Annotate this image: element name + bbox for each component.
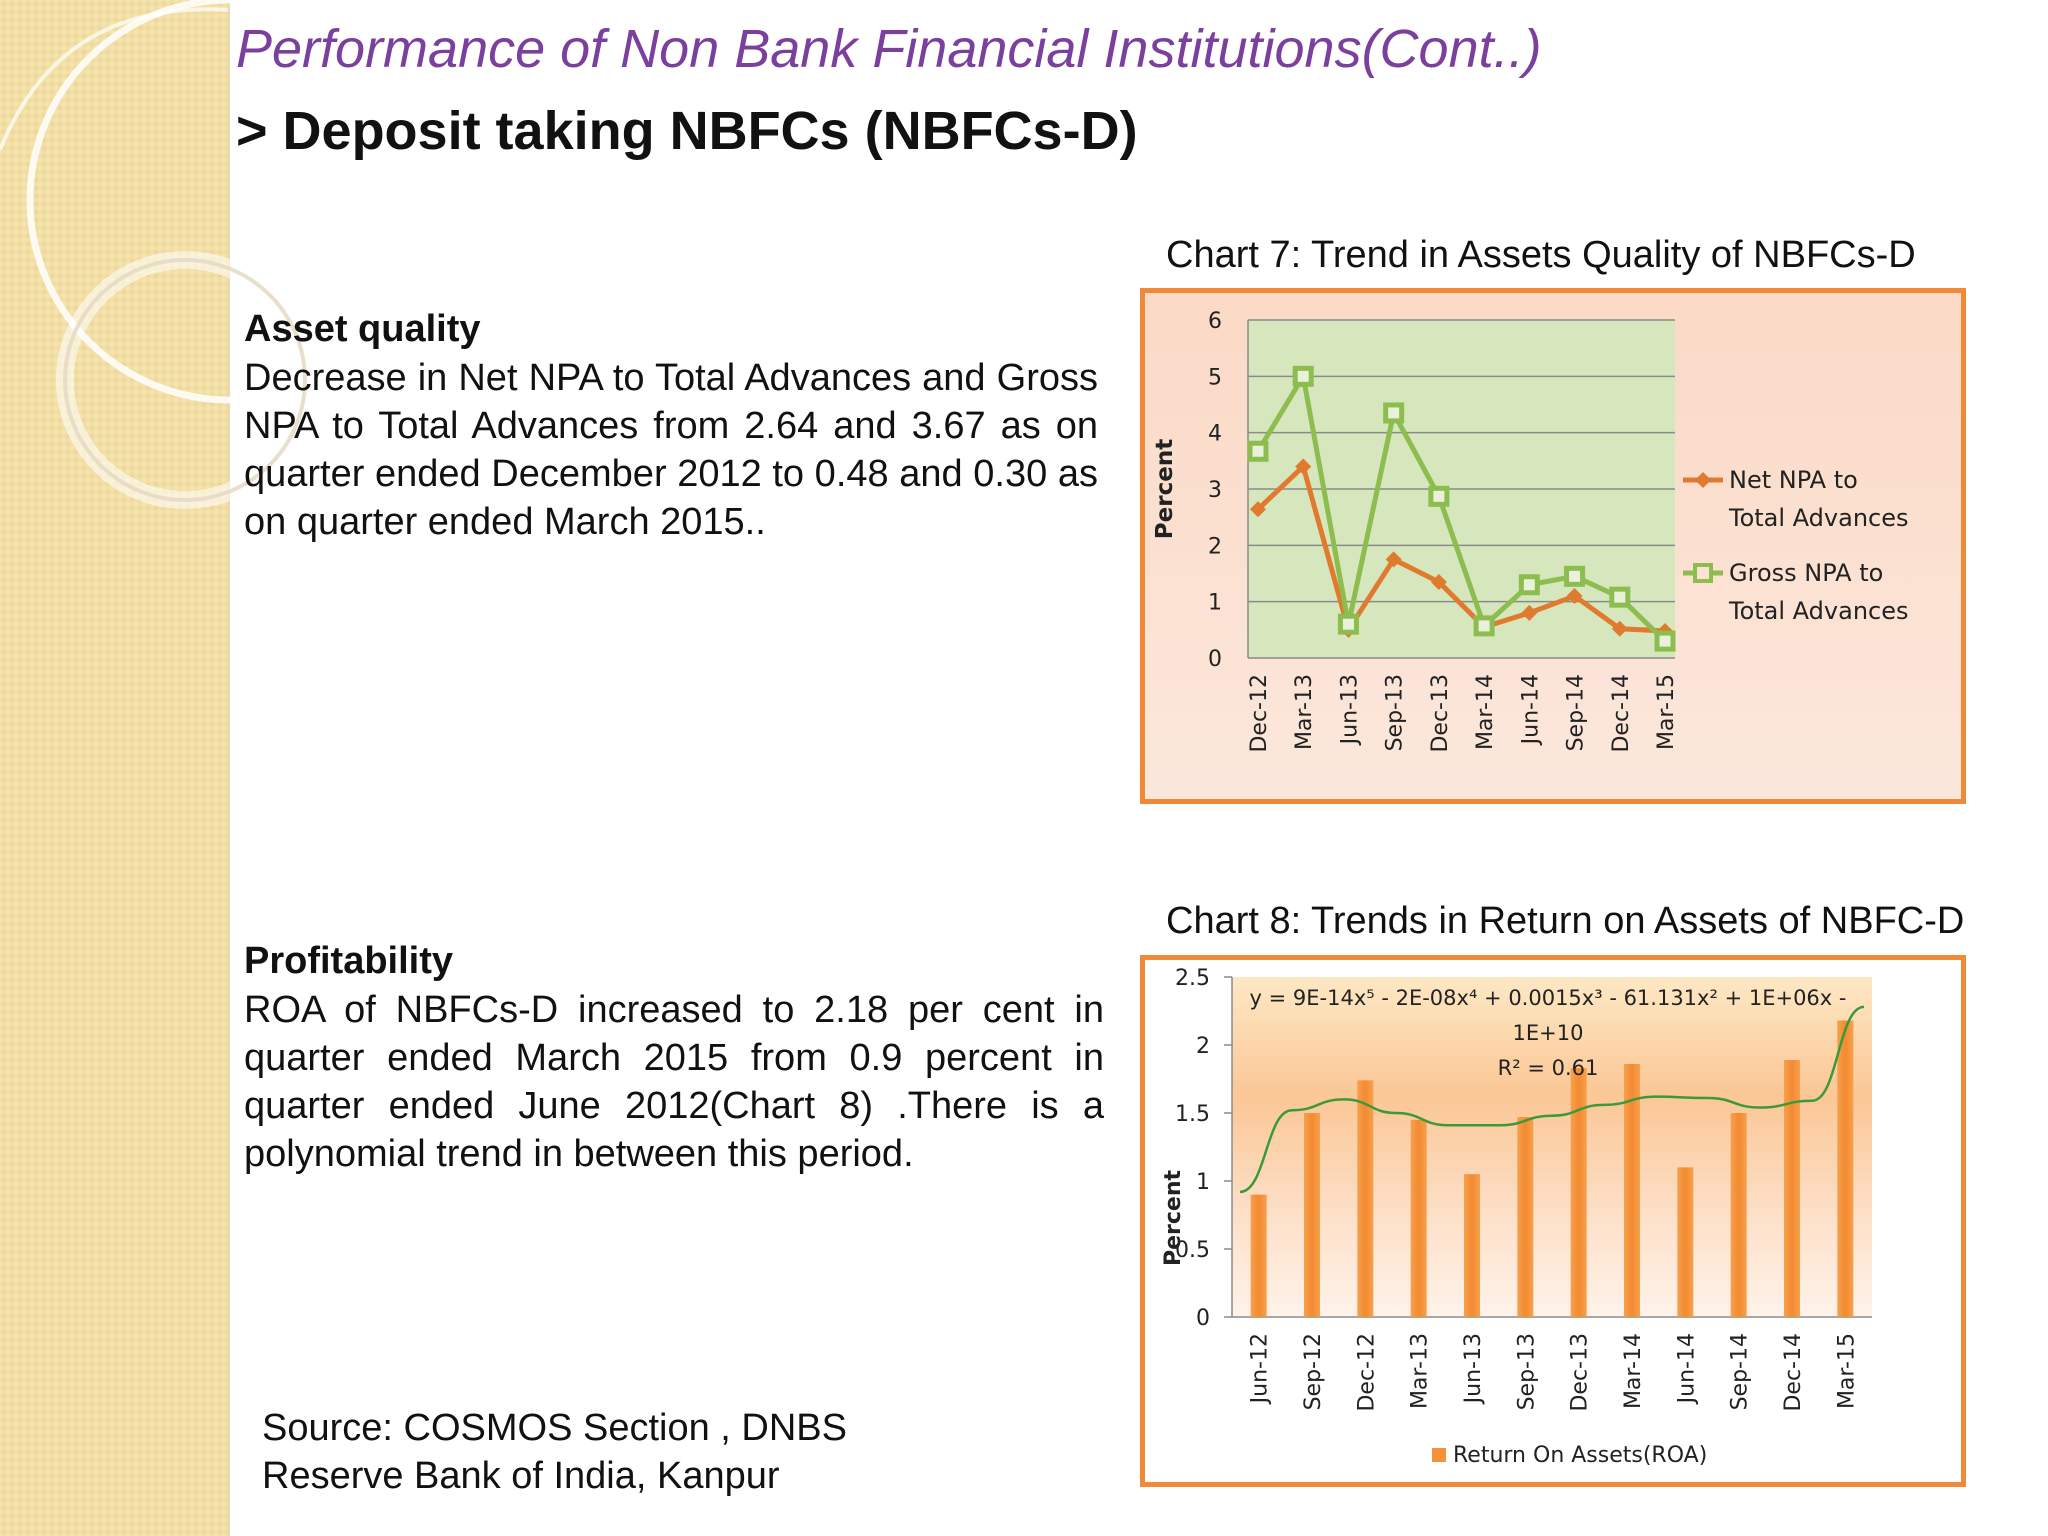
- chart7-point-net-npa: [1385, 551, 1402, 568]
- chart8-y-tick: 0.5: [1175, 1238, 1210, 1263]
- chart7-y-tick: 0: [1208, 647, 1222, 672]
- chart8-bar-roa: [1730, 1113, 1747, 1317]
- asset-quality-heading: Asset quality: [244, 308, 481, 350]
- chart7-x-tick: Sep-14: [1564, 674, 1589, 751]
- chart8-x-tick: Jun-13: [1461, 1333, 1486, 1405]
- chart8-x-tick: Jun-14: [1674, 1333, 1699, 1405]
- chart8-bar-roa: [1304, 1113, 1320, 1317]
- chart7-point-gross-npa: [1247, 440, 1269, 462]
- chart7-point-net-npa: [1566, 588, 1583, 605]
- chart8-x-tick: Dec-12: [1354, 1333, 1379, 1412]
- chart8-y-tick: 2.5: [1175, 966, 1210, 991]
- chart7-frame: 0 1 2 3 4 5 6 Dec-12 Mar-13 Jun-13 Sep-13 Dec-13 Ma…: [1140, 288, 1966, 804]
- chart7-legend-marker: [1695, 472, 1711, 488]
- chart7-legend-marker: [1693, 563, 1713, 583]
- chart7-y-tick: 3: [1208, 478, 1222, 503]
- chart7-series-line: [1256, 463, 1666, 634]
- chart7-legend-label: Total Advances: [1728, 504, 1909, 532]
- equation-line-2: 1E+10: [1513, 1021, 1584, 1045]
- chart7-x-tick: Mar-15: [1654, 674, 1679, 750]
- chart7-point-net-npa: [1295, 458, 1312, 475]
- chart8-plot-area: [1232, 977, 1872, 1317]
- chart8-x-tick: Mar-15: [1834, 1333, 1859, 1409]
- chart8-x-tick: Dec-13: [1568, 1333, 1593, 1412]
- chart8-x-tick: Mar-14: [1621, 1333, 1646, 1409]
- r-squared-label: R² = 0.61: [1498, 1056, 1599, 1080]
- chart7-point-net-npa: [1250, 501, 1266, 518]
- chart8-bar-roa: [1837, 1020, 1854, 1317]
- chart7-x-tick: Jun-14: [1518, 674, 1543, 746]
- asset-quality-text: Decrease in Net NPA to Total Advances an…: [244, 357, 1098, 543]
- chart7: 0 1 2 3 4 5 6 Dec-12 Mar-13 Jun-13 Sep-13 Dec-13 Ma…: [1152, 309, 1909, 753]
- chart8-bar-roa: [1677, 1167, 1694, 1317]
- chart8-y-tick: 1.5: [1175, 1102, 1210, 1127]
- chart8-bar-roa: [1517, 1117, 1534, 1317]
- chart7-y-tick: 2: [1208, 534, 1222, 559]
- chart7-point-gross-npa: [1292, 365, 1314, 387]
- source-note: Source: COSMOS Section , DNBS Reserve Ba…: [262, 1404, 847, 1500]
- chart7-x-tick: Dec-14: [1609, 674, 1634, 753]
- chart8-x-tick: Mar-13: [1408, 1333, 1433, 1409]
- chart7-point-gross-npa: [1609, 586, 1631, 608]
- chart7-y-tick: 4: [1208, 422, 1222, 447]
- chart8-y-tick: 1: [1196, 1170, 1210, 1195]
- chart7-x-tick: Mar-14: [1473, 674, 1498, 750]
- chart7-legend-label: Net NPA to: [1729, 466, 1858, 494]
- chart7-legend-label: Gross NPA to: [1729, 559, 1883, 587]
- chart7-point-net-npa: [1430, 573, 1447, 590]
- chart7-point-gross-npa: [1654, 630, 1676, 652]
- chart7-point-gross-npa: [1383, 402, 1405, 424]
- chart8-legend-label: Return On Assets(ROA): [1453, 1443, 1707, 1468]
- chart8-bar-roa: [1410, 1119, 1427, 1317]
- chart8-x-tick: Sep-13: [1514, 1333, 1539, 1410]
- decorative-strip: [0, 0, 230, 1536]
- chart8-title: Chart 8: Trends in Return on Assets of N…: [1166, 900, 1965, 942]
- chart7-x-tick: Dec-12: [1247, 674, 1272, 753]
- chart7-y-axis-label: Percent: [1152, 439, 1178, 539]
- chart7-legend-label: Total Advances: [1728, 597, 1909, 625]
- chart7-point-gross-npa: [1564, 565, 1586, 587]
- chart8-frame: 0 0.5 1 1.5 2 2.5 Jun-12 Sep-12 Dec-12 Mar-13 Jun…: [1140, 955, 1966, 1487]
- equation-line-1: y = 9E-14x⁵ - 2E-08x⁴ + 0.0015x³ - 61.13…: [1250, 986, 1847, 1010]
- source-line-1: Source: COSMOS Section , DNBS: [262, 1407, 847, 1449]
- slide-title: Performance of Non Bank Financial Instit…: [236, 19, 1542, 79]
- chart8-bar-roa: [1570, 1068, 1587, 1317]
- profitability-heading: Profitability: [244, 940, 454, 982]
- chart8-y-tick: 0: [1196, 1306, 1210, 1331]
- chart7-x-tick: Dec-13: [1428, 674, 1453, 753]
- profitability-text: ROA of NBFCs-D increased to 2.18 per cen…: [244, 989, 1104, 1175]
- chart8-y-tick: 2: [1196, 1034, 1210, 1059]
- chart8-polynomial-trendline: [1239, 1005, 1865, 1194]
- chart7-point-net-npa: [1521, 604, 1538, 621]
- chart7-series-line: [1255, 373, 1667, 643]
- chart8-x-tick: Jun-12: [1248, 1333, 1273, 1405]
- chart7-point-net-npa: [1611, 620, 1628, 637]
- chart7-point-gross-npa: [1518, 574, 1540, 596]
- chart8-bar-roa: [1624, 1064, 1640, 1317]
- trendline-equation: y = 9E-14x⁵ - 2E-08x⁴ + 0.0015x³ - 61.13…: [1250, 986, 1847, 1080]
- chart8-bar-roa: [1357, 1080, 1374, 1317]
- chart7-title: Chart 7: Trend in Assets Quality of NBFC…: [1166, 234, 1916, 276]
- chart7-x-tick: Sep-13: [1383, 674, 1408, 751]
- slide-subtitle: > Deposit taking NBFCs (NBFCs-D): [236, 101, 1138, 161]
- chart8-y-axis-label: Percent: [1161, 1170, 1186, 1267]
- chart7-point-gross-npa: [1428, 485, 1450, 507]
- chart8-legend-swatch: [1432, 1448, 1446, 1462]
- source-line-2: Reserve Bank of India, Kanpur: [262, 1455, 780, 1497]
- chart8-bar-roa: [1464, 1174, 1480, 1317]
- chart7-y-tick: 6: [1208, 309, 1222, 334]
- chart8-x-tick: Sep-12: [1301, 1333, 1326, 1410]
- chart7-y-tick: 5: [1208, 365, 1222, 390]
- chart7-point-gross-npa: [1337, 613, 1359, 635]
- chart8-bar-roa: [1250, 1194, 1267, 1317]
- chart8-x-tick: Sep-14: [1728, 1333, 1753, 1410]
- chart7-x-tick: Mar-13: [1292, 674, 1317, 750]
- chart7-x-tick: Jun-13: [1337, 674, 1362, 746]
- chart7-point-gross-npa: [1473, 615, 1495, 637]
- chart8-bar-roa: [1784, 1059, 1800, 1317]
- chart7-y-tick: 1: [1208, 591, 1222, 616]
- chart8-x-tick: Dec-14: [1781, 1333, 1806, 1412]
- chart8: 0 0.5 1 1.5 2 2.5 Jun-12 Sep-12 Dec-12 Mar-13 Jun…: [1161, 966, 1872, 1468]
